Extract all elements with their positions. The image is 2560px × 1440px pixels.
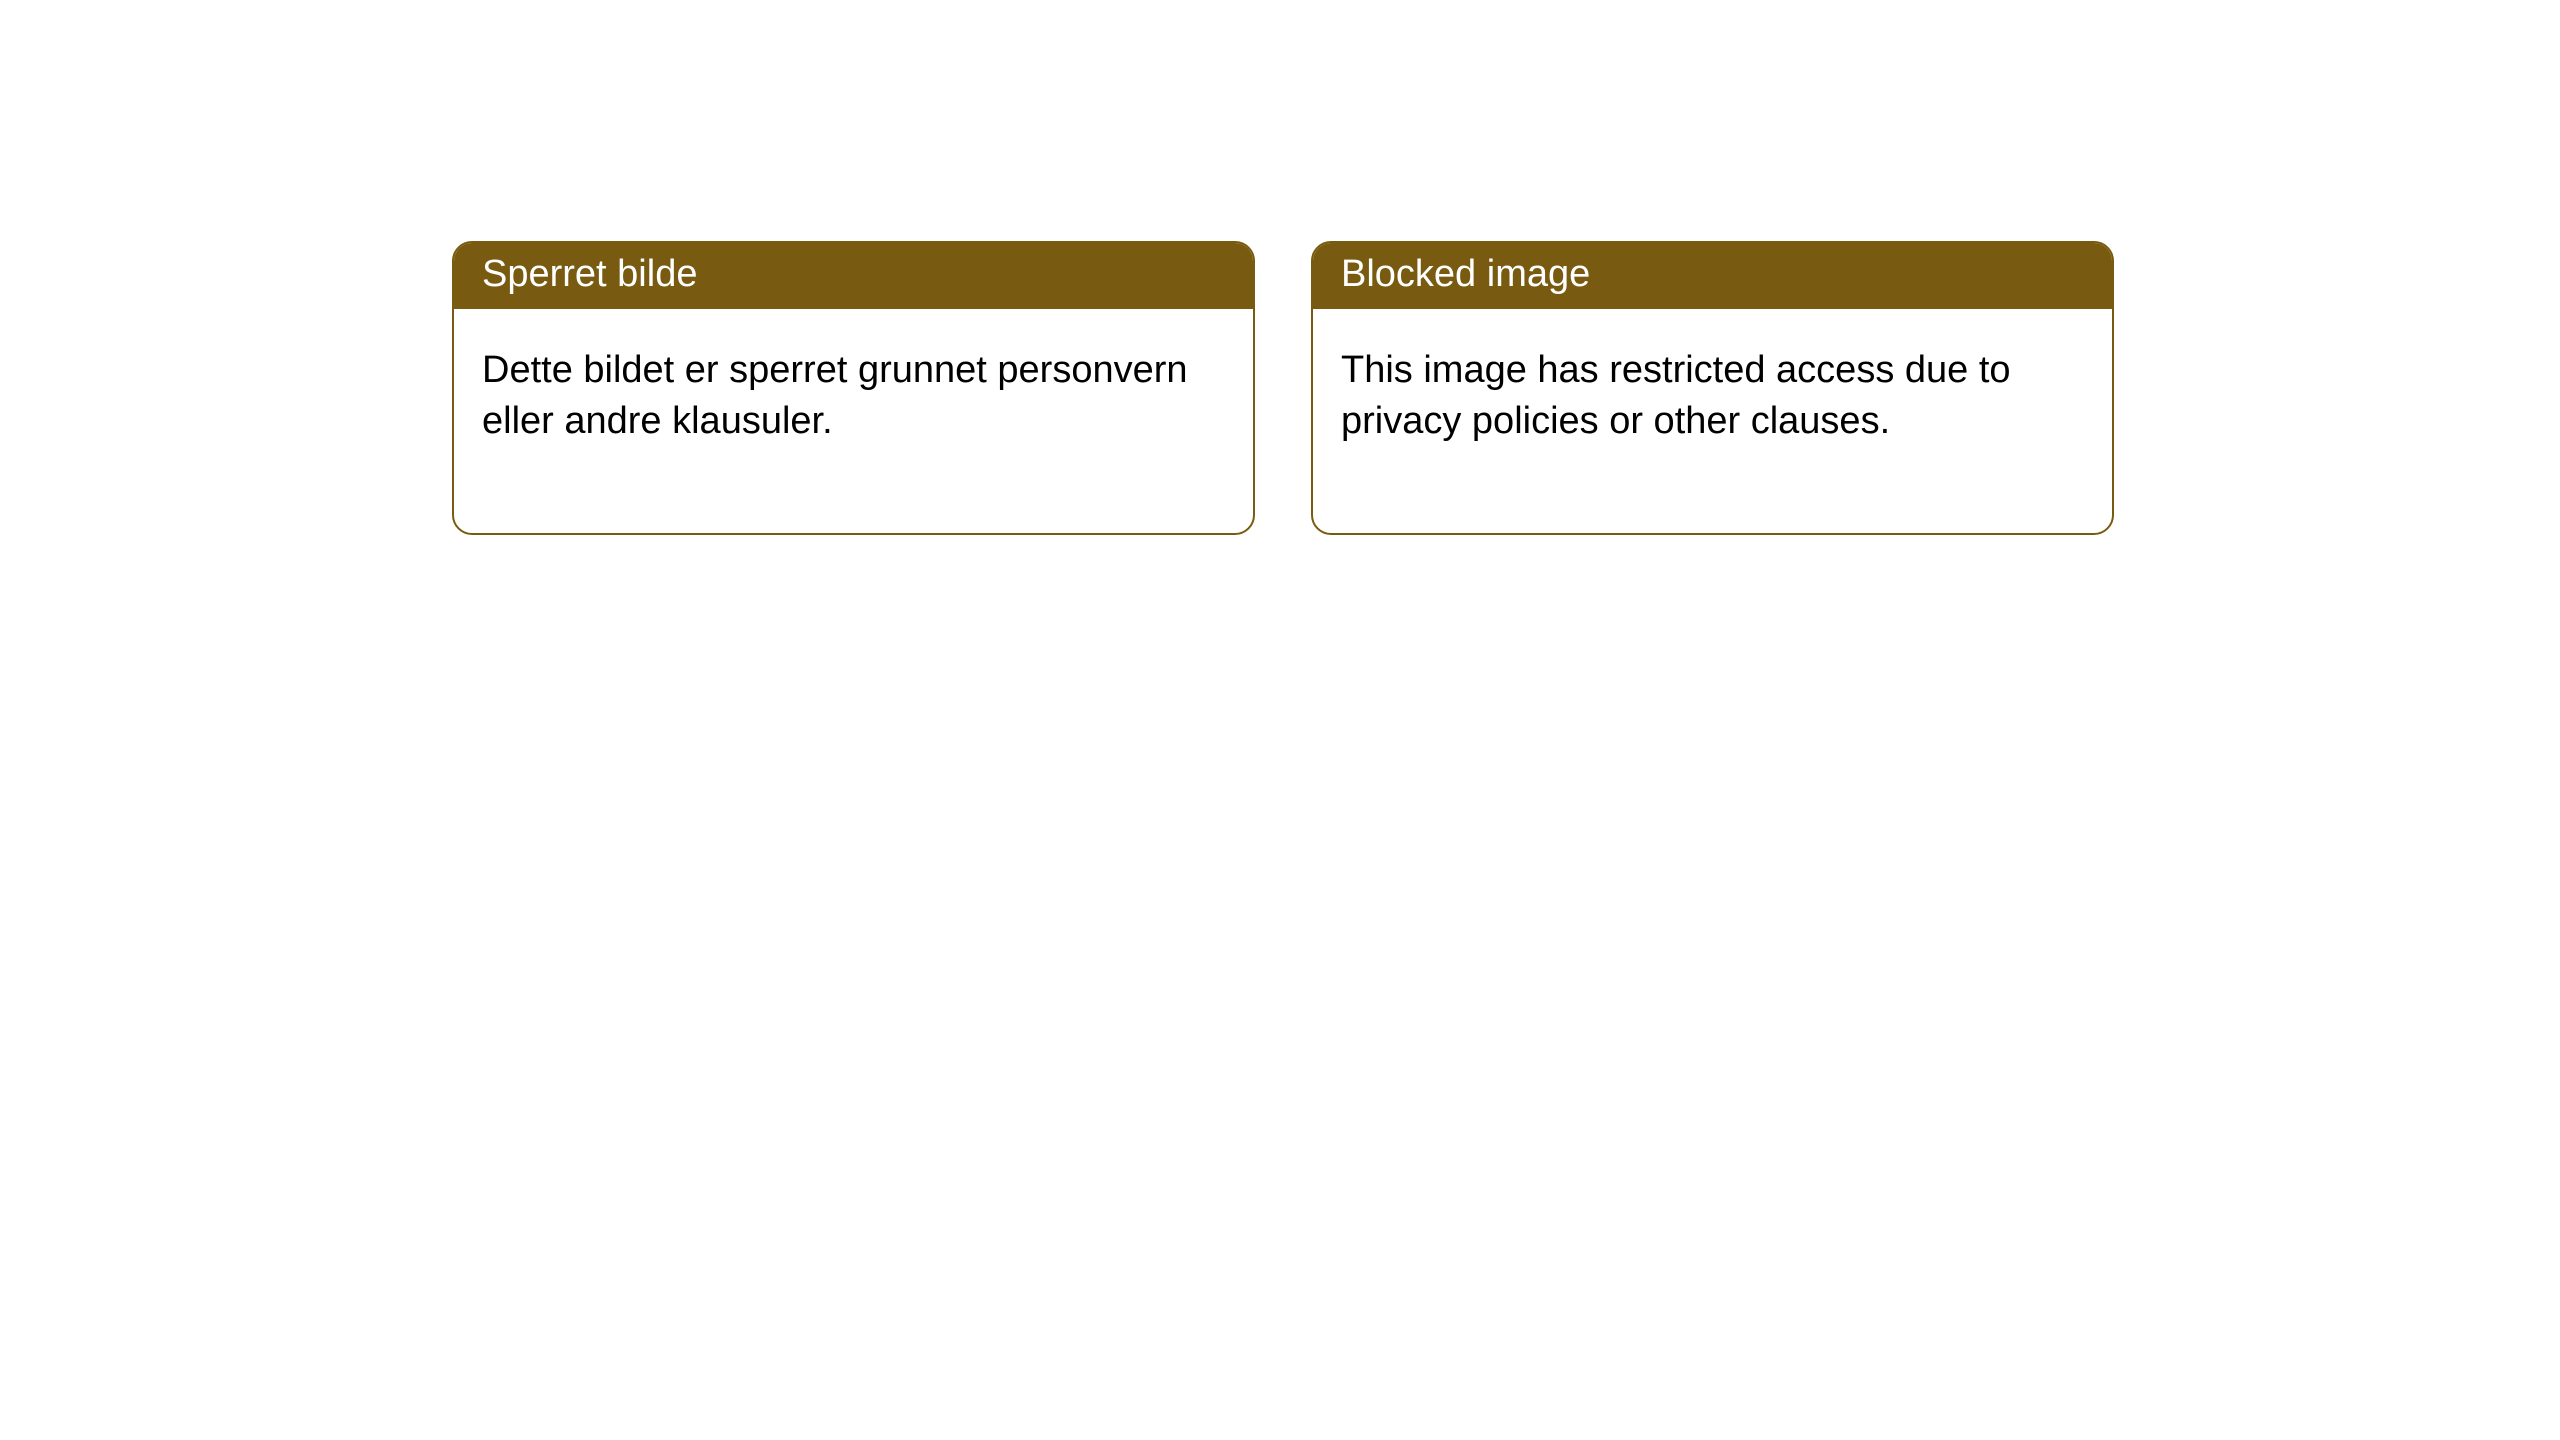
notice-card-norwegian: Sperret bilde Dette bildet er sperret gr… <box>452 241 1255 535</box>
notice-message: Dette bildet er sperret grunnet personve… <box>454 309 1253 534</box>
notice-message: This image has restricted access due to … <box>1313 309 2112 534</box>
notice-title: Sperret bilde <box>454 243 1253 309</box>
notice-card-english: Blocked image This image has restricted … <box>1311 241 2114 535</box>
notice-title: Blocked image <box>1313 243 2112 309</box>
notice-container: Sperret bilde Dette bildet er sperret gr… <box>0 0 2560 535</box>
